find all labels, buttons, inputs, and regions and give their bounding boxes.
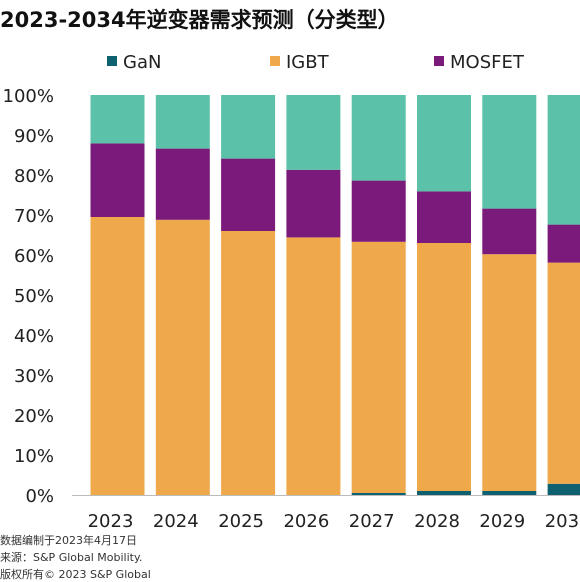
y-tick-label: 100%	[3, 86, 54, 107]
y-tick-label: 60%	[14, 246, 54, 267]
bar-segment-igbt-2029	[482, 254, 536, 491]
y-tick-label: 50%	[14, 286, 54, 307]
y-tick-label: 20%	[14, 406, 54, 427]
bar-segment-mosfet-2025	[221, 159, 275, 231]
bar-segment-other-2028	[417, 95, 471, 191]
bar-segment-other-2025	[221, 95, 275, 159]
legend-label-mosfet: MOSFET	[450, 52, 525, 73]
x-tick-label: 2030	[545, 511, 580, 530]
bar-segment-igbt-2023	[91, 217, 145, 495]
bar-segment-mosfet-2030	[548, 225, 580, 263]
y-tick-label: 70%	[14, 206, 54, 227]
bar-segment-gan-2027	[352, 493, 406, 495]
footer-copyright: 版权所有© 2023 S&P Global	[0, 566, 151, 582]
y-tick-label: 80%	[14, 166, 54, 187]
bar-segment-mosfet-2027	[352, 181, 406, 242]
y-tick-label: 40%	[14, 326, 54, 347]
bar-segment-other-2030	[548, 95, 580, 225]
bar-segment-igbt-2025	[221, 231, 275, 495]
bar-segment-igbt-2027	[352, 242, 406, 493]
bar-segment-igbt-2024	[156, 220, 210, 495]
bar-segment-gan-2029	[482, 491, 536, 495]
x-tick-label: 2024	[153, 511, 199, 530]
bar-segment-igbt-2030	[548, 263, 580, 484]
x-axis: 2023 2024 2025 2026 2027 2028 2029 2030	[72, 496, 580, 531]
y-tick-label: 30%	[14, 366, 54, 387]
x-tick-label: 2026	[283, 511, 329, 530]
y-tick-label: 90%	[14, 126, 54, 147]
x-tick-label: 2029	[479, 511, 525, 530]
bar-segment-other-2027	[352, 95, 406, 181]
bar-segment-igbt-2028	[417, 243, 471, 491]
y-axis: 0% 10% 20% 30% 40% 50% 60% 70% 80% 90% 100%	[3, 86, 54, 507]
bar-segment-mosfet-2026	[286, 170, 340, 238]
footer-source: 来源：S&P Global Mobility.	[0, 549, 142, 565]
y-tick-label: 0%	[25, 486, 54, 507]
bar-segment-igbt-2026	[286, 237, 340, 495]
legend-label-igbt: IGBT	[286, 52, 330, 73]
bar-segment-other-2024	[156, 95, 210, 149]
legend-swatch-igbt	[270, 56, 280, 66]
x-tick-label: 2028	[414, 511, 460, 530]
bar-segment-other-2023	[91, 95, 145, 143]
x-tick-label: 2025	[218, 511, 264, 530]
y-tick-label: 10%	[14, 446, 54, 467]
legend: GaN IGBT MOSFET	[107, 52, 525, 73]
legend-label-gan: GaN	[123, 52, 161, 73]
bar-segment-mosfet-2023	[91, 143, 145, 217]
bar-segment-other-2029	[482, 95, 536, 209]
footer-date-note: 数据编制于2023年4月17日	[0, 532, 137, 548]
bar-segment-mosfet-2028	[417, 191, 471, 243]
bar-segment-mosfet-2024	[156, 149, 210, 220]
bars	[91, 95, 580, 495]
bar-segment-gan-2030	[548, 484, 580, 495]
bar-segment-mosfet-2029	[482, 209, 536, 255]
legend-swatch-mosfet	[434, 56, 444, 66]
x-tick-label: 2027	[349, 511, 395, 530]
stacked-bar-chart: GaN IGBT MOSFET 0% 10% 20% 30% 40% 50% 60% 70% 80%…	[0, 0, 580, 530]
bar-segment-gan-2028	[417, 491, 471, 495]
bar-segment-other-2026	[286, 95, 340, 170]
legend-swatch-gan	[107, 56, 117, 66]
x-tick-label: 2023	[88, 511, 134, 530]
